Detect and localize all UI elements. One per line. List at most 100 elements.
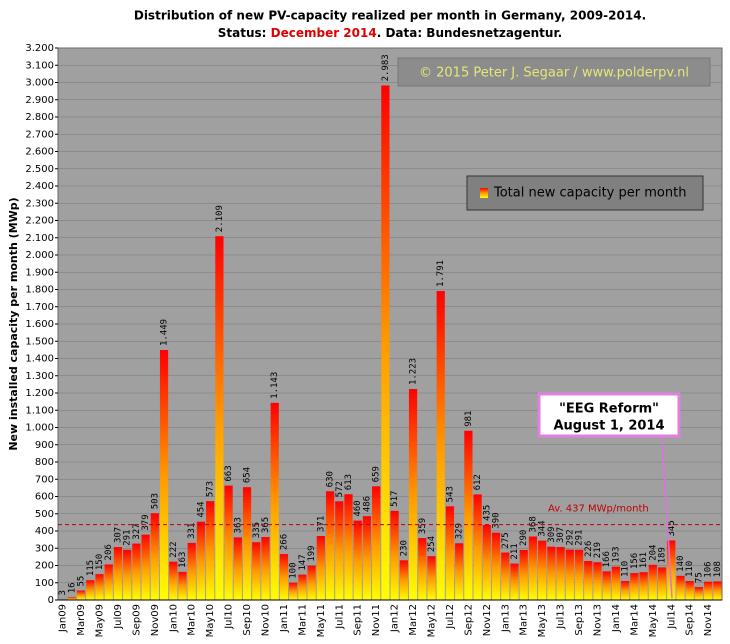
x-tick-label: May11 [316, 604, 327, 637]
y-tick-label: 1.800 [25, 285, 54, 296]
y-tick-label: 2.000 [25, 250, 54, 261]
callout-text: August 1, 2014 [553, 419, 664, 434]
callout-arrow [661, 436, 673, 599]
legend-box [466, 175, 704, 211]
bar [76, 590, 86, 600]
bar [399, 560, 408, 600]
value-label: 189 [658, 547, 668, 563]
bar [113, 547, 123, 600]
copyright: © 2015 Peter J. Segaar / www.polderpv.nl [419, 66, 689, 81]
bar [159, 350, 169, 600]
value-label: 156 [630, 553, 640, 569]
x-tick-label: Nov10 [261, 604, 272, 636]
bar [298, 574, 307, 600]
value-label: 654 [243, 467, 253, 483]
value-label: 613 [344, 474, 354, 490]
bar [547, 546, 556, 600]
y-tick-label: 800 [35, 457, 54, 468]
bar [593, 562, 602, 600]
x-tick-label: May13 [537, 604, 548, 637]
value-label: 226 [584, 541, 594, 557]
bar [491, 532, 501, 600]
bar [704, 581, 713, 600]
callout-text: "EEG Reform" [559, 402, 659, 417]
bar [676, 575, 685, 600]
bar [206, 501, 215, 600]
subtitle-part: December 2014 [271, 26, 377, 40]
bar [307, 565, 316, 600]
value-label: 3 [58, 590, 68, 595]
y-tick-label: 2.500 [25, 164, 54, 175]
y-tick-label: 1.000 [25, 423, 54, 434]
chart-title: Distribution of new PV-capacity realized… [134, 9, 646, 23]
value-label: 503 [150, 493, 160, 509]
bar [325, 491, 335, 600]
bar [584, 561, 593, 600]
value-label: 16 [67, 582, 77, 593]
bar [196, 521, 206, 600]
bar [95, 574, 104, 600]
bar [261, 537, 270, 600]
y-tick-label: 1.600 [25, 319, 54, 330]
x-tick-label: Jan13 [500, 604, 511, 633]
bar [648, 564, 657, 600]
bar [390, 510, 399, 600]
y-tick-label: 2.300 [25, 198, 54, 209]
value-label: 460 [353, 500, 363, 516]
bar [215, 236, 224, 600]
x-tick-label: May09 [95, 604, 106, 637]
value-label: 266 [279, 534, 289, 550]
average-label: Av. 437 MWp/month [548, 504, 649, 515]
bar [270, 402, 279, 600]
subtitle-part: . Data: Bundesnetzagentur. [377, 26, 563, 40]
value-label: 659 [372, 466, 382, 482]
x-tick-label: Jan14 [611, 604, 622, 633]
value-label: 106 [704, 561, 714, 577]
value-label: 486 [362, 496, 372, 512]
value-label: 379 [141, 514, 151, 530]
subtitle-part: Status: [218, 26, 271, 40]
bar [657, 567, 667, 600]
callout-box [537, 392, 681, 438]
value-label: 572 [335, 481, 345, 497]
value-label: 612 [473, 474, 483, 490]
x-tick-label: Nov12 [482, 604, 493, 636]
bar [694, 587, 704, 600]
value-label: 390 [492, 512, 502, 528]
bar [141, 534, 150, 600]
x-tick-label: Jan09 [58, 604, 69, 633]
value-label: 663 [224, 465, 234, 481]
value-label: 163 [178, 552, 188, 568]
value-label: 140 [676, 556, 686, 572]
y-tick-label: 1.200 [25, 388, 54, 399]
bar [242, 487, 252, 600]
x-tick-label: Jan11 [279, 604, 290, 633]
copyright-box [397, 57, 711, 87]
bar [252, 542, 261, 600]
y-tick-label: 3.100 [25, 60, 54, 71]
value-label: 2.109 [215, 205, 225, 232]
bar [372, 486, 381, 600]
x-tick-label: Jul11 [334, 604, 345, 630]
bar [169, 561, 178, 600]
bar [713, 581, 722, 600]
value-label: 1.791 [436, 260, 446, 287]
bar [639, 572, 648, 600]
x-tick-label: Jan10 [168, 604, 179, 633]
bar [224, 485, 233, 600]
value-label: 368 [528, 516, 538, 532]
x-tick-label: Jul09 [113, 604, 124, 630]
y-tick-label: 1.400 [25, 354, 54, 365]
x-tick-label: May10 [205, 604, 216, 637]
value-label: 307 [556, 527, 566, 543]
value-label: 55 [77, 576, 87, 587]
value-label: 254 [427, 536, 437, 552]
bar [381, 85, 390, 601]
value-label: 199 [307, 545, 317, 561]
value-label: 290 [519, 530, 529, 546]
value-label: 2.983 [381, 54, 391, 81]
value-label: 573 [206, 481, 216, 497]
bar [473, 494, 482, 600]
value-label: 211 [510, 543, 520, 559]
x-tick-label: Nov14 [703, 604, 714, 636]
